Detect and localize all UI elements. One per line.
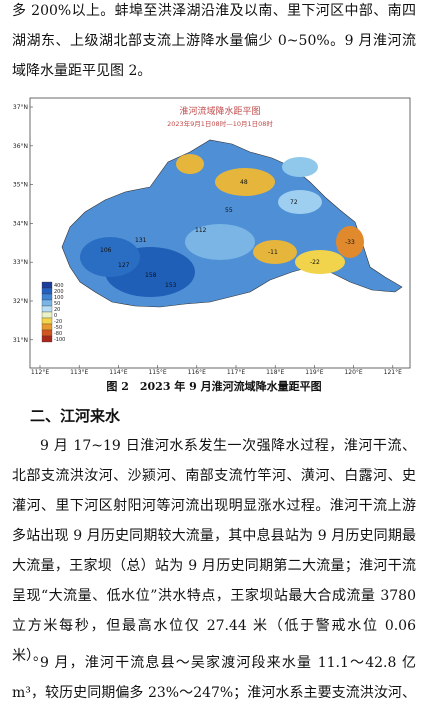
legend-swatch	[41, 311, 53, 319]
legend-label: -50	[54, 325, 62, 331]
station-value: 48	[240, 179, 248, 186]
paragraph: 9 月 17~19 日淮河水系发生一次强降水过程，淮河干流、北部支流洪汝河、沙颍…	[12, 438, 416, 664]
legend-label: 50	[54, 301, 60, 307]
station-value: 131	[135, 237, 147, 244]
legend-swatch	[41, 293, 53, 301]
station-value: 127	[118, 262, 130, 269]
lon-label: 116°E	[188, 369, 206, 374]
legend-label: 0	[54, 313, 57, 319]
lon-label: 113°E	[70, 369, 88, 374]
lat-label: 31°N	[13, 337, 28, 344]
lon-label: 121°E	[384, 369, 402, 374]
paragraph: 9 月，淮河干流息县～吴家渡河段来水量 11.1～42.8 亿 m³，较历史同期…	[12, 655, 416, 701]
station-value: 153	[165, 282, 177, 289]
legend-swatch	[41, 281, 53, 289]
lon-label: 117°E	[227, 369, 245, 374]
legend-swatch	[41, 287, 53, 295]
lon-label: 115°E	[148, 369, 166, 374]
lon-label: 119°E	[305, 369, 323, 374]
legend-label: 400	[54, 283, 64, 289]
figure-map: 淮河流域降水距平图 2023年9月1日08时—10月1日08时 106 127 …	[13, 97, 411, 374]
lat-label: 32°N	[13, 298, 28, 305]
map-title: 淮河流域降水距平图	[179, 105, 260, 117]
station-value: -11	[268, 249, 278, 256]
legend-label: -20	[54, 319, 62, 325]
lat-label: 37°N	[13, 104, 28, 111]
lat-label: 33°N	[13, 259, 28, 266]
lon-label: 114°E	[109, 369, 127, 374]
legend-swatch	[41, 299, 53, 307]
section-heading: 二、江河来水	[30, 407, 121, 425]
map-subtitle: 2023年9月1日08时—10月1日08时	[167, 119, 273, 128]
legend-label: 20	[54, 307, 60, 313]
legend-label: 100	[54, 295, 64, 301]
station-value: 112	[195, 227, 207, 234]
station-value: 72	[290, 199, 298, 206]
station-value: 106	[100, 247, 112, 254]
legend-swatch	[41, 323, 53, 331]
anomaly-areas	[80, 154, 364, 297]
lon-label: 118°E	[266, 369, 284, 374]
legend-label: -80	[54, 331, 62, 337]
legend-swatch	[41, 335, 53, 343]
station-value: 158	[145, 272, 157, 279]
station-values: 106 127 158 153 131 112 -11 -33 -22 48 7…	[100, 179, 355, 289]
paragraph: 多 200%以上。蚌埠至洪泽湖沿淮及以南、里下河区中部、南四湖湖东、上级湖北部支…	[12, 3, 416, 79]
legend-label: 200	[54, 289, 64, 295]
lat-label: 35°N	[13, 182, 28, 189]
figure-caption: 图 2 2023 年 9 月淮河流域降水量距平图	[106, 380, 322, 393]
station-value: 55	[225, 207, 233, 214]
legend-swatch	[41, 305, 53, 313]
lon-label: 120°E	[344, 369, 362, 374]
station-value: -33	[345, 239, 355, 246]
lat-label: 36°N	[13, 143, 28, 150]
lat-label: 34°N	[13, 220, 28, 227]
station-value: -22	[310, 259, 320, 266]
lon-label: 112°E	[31, 369, 49, 374]
legend-swatch	[41, 317, 53, 325]
legend-swatch	[41, 329, 53, 337]
legend-label: -100	[54, 337, 65, 343]
